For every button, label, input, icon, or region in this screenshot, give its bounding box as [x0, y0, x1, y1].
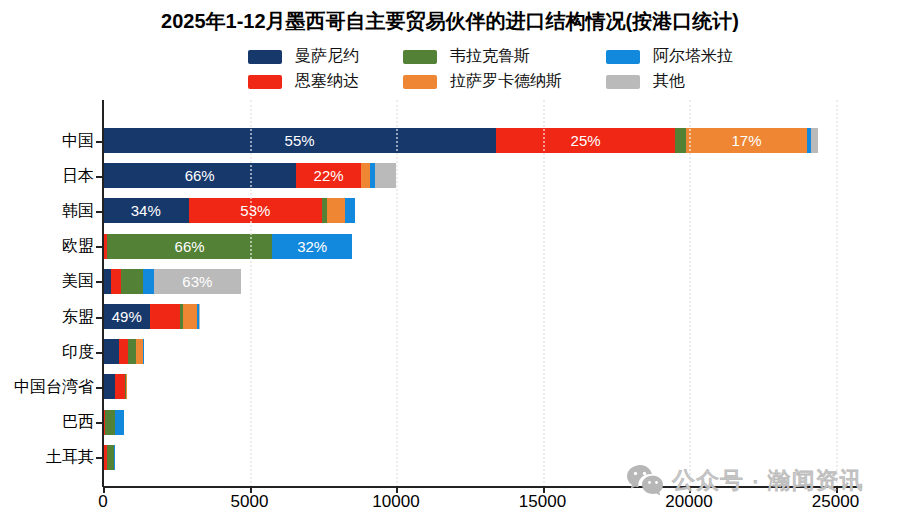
bar-row: 34% 53%: [103, 198, 355, 223]
bar-segment: [150, 304, 180, 329]
bar-segment: 49%: [103, 304, 150, 329]
bar-segment: [107, 445, 114, 470]
bar-segment: [143, 269, 154, 294]
x-tick-label: 10000: [372, 492, 419, 512]
bar-segment-label: 32%: [297, 238, 327, 255]
y-axis-label: 日本: [62, 165, 94, 186]
bar-segment-label: 22%: [314, 167, 344, 184]
x-axis-tick: [396, 488, 398, 493]
x-axis-tick: [250, 488, 252, 493]
bar-segment-label: 55%: [285, 132, 315, 149]
bar-segment-label: 17%: [732, 132, 762, 149]
bar-row: [103, 339, 144, 364]
bar-segment-label: 66%: [185, 167, 215, 184]
bar-row: 55% 25% 17%: [103, 128, 818, 153]
bar-segment: 17%: [686, 128, 808, 153]
bar-segment: [126, 374, 127, 399]
bar-row: 66% 32%: [103, 234, 352, 259]
bar-segment: 32%: [272, 234, 352, 259]
bar-segment: [327, 198, 345, 223]
y-axis-tick: [96, 141, 102, 143]
bar-segment-label: 34%: [131, 202, 161, 219]
bar-segment: 55%: [103, 128, 496, 153]
bar-segment: [361, 163, 370, 188]
bar-row: [103, 445, 115, 470]
y-axis-label: 欧盟: [62, 236, 94, 257]
gridline-overlay: [396, 100, 398, 487]
bar-segment: [675, 128, 686, 153]
y-axis-label: 中国: [62, 130, 94, 151]
x-tick-label: 15000: [519, 492, 566, 512]
bar-segment-label: 53%: [240, 202, 270, 219]
y-axis-label: 土耳其: [46, 447, 94, 468]
wechat-icon: [626, 464, 666, 496]
watermark: 公众号 · 瀚闻资讯: [626, 464, 863, 496]
y-axis-label: 中国台湾省: [14, 376, 94, 397]
gridline-overlay: [836, 100, 838, 487]
bar-segment: [811, 128, 818, 153]
gridline-overlay: [543, 100, 545, 487]
y-axis-tick: [96, 352, 102, 354]
x-axis-tick: [543, 488, 545, 493]
bar-segment: [345, 198, 355, 223]
bar-segment: [128, 339, 135, 364]
bar-segment-label: 25%: [571, 132, 601, 149]
bar-segment: 25%: [496, 128, 675, 153]
x-axis-tick: [103, 488, 105, 493]
bar-segment: 53%: [189, 198, 323, 223]
bar-segment: [105, 410, 115, 435]
plot-area: 55% 25% 17% 中国 66% 22% 日本 34% 53% 韩国 66% 32% 欧盟 63% 美国…: [0, 0, 900, 520]
bar-row: 49%: [103, 304, 200, 329]
y-axis-tick: [96, 457, 102, 459]
y-axis-tick: [96, 387, 102, 389]
bar-segment: 63%: [154, 269, 241, 294]
y-axis-label: 巴西: [62, 412, 94, 433]
gridline-overlay: [689, 100, 691, 487]
bar-segment: [119, 339, 128, 364]
y-axis-tick: [96, 246, 102, 248]
bar-segment: [375, 163, 396, 188]
bar-segment: [111, 269, 121, 294]
bar-segment-label: 66%: [175, 238, 205, 255]
y-axis-line: [102, 100, 104, 487]
bar-segment: [115, 410, 123, 435]
y-axis-label: 东盟: [62, 306, 94, 327]
bar-segment-label: 63%: [182, 273, 212, 290]
watermark-text: 公众号 · 瀚闻资讯: [672, 465, 863, 496]
bar-segment: [121, 269, 143, 294]
bar-segment: [183, 304, 196, 329]
bar-segment: 22%: [296, 163, 360, 188]
y-axis-tick: [96, 281, 102, 283]
gridline-overlay: [250, 100, 252, 487]
y-axis-tick: [96, 317, 102, 319]
bar-segment: [103, 374, 115, 399]
chart-canvas: 2025年1-12月墨西哥自主要贸易伙伴的进口结构情况(按港口统计) 曼萨尼约恩…: [0, 0, 900, 520]
bar-segment: 66%: [103, 163, 296, 188]
bar-row: [103, 410, 124, 435]
bar-row: 63%: [103, 269, 241, 294]
x-tick-label: 0: [98, 492, 107, 512]
y-axis-tick: [96, 211, 102, 213]
bar-segment: [136, 339, 143, 364]
bar-segment: [143, 339, 144, 364]
x-tick-label: 5000: [231, 492, 269, 512]
y-axis-label: 美国: [62, 271, 94, 292]
bar-segment-label: 49%: [112, 308, 142, 325]
bar-segment: [114, 445, 115, 470]
y-axis-tick: [96, 176, 102, 178]
y-axis-tick: [96, 422, 102, 424]
bar-segment: [115, 374, 125, 399]
bar-segment: [103, 339, 119, 364]
bar-row: [103, 374, 126, 399]
bar-segment: [199, 304, 200, 329]
bar-segment: 34%: [103, 198, 189, 223]
y-axis-label: 韩国: [62, 200, 94, 221]
y-axis-label: 印度: [62, 341, 94, 362]
bar-segment: [103, 269, 111, 294]
bar-segment: 66%: [107, 234, 273, 259]
